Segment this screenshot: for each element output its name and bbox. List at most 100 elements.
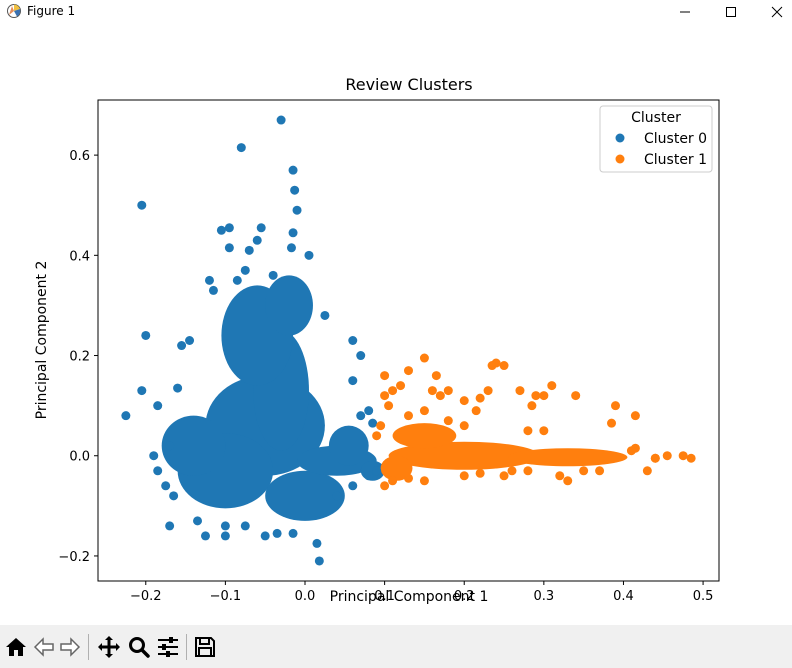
point-cluster-1-28 bbox=[459, 396, 469, 406]
point-cluster-1-42 bbox=[404, 473, 413, 483]
point-cluster-0-51 bbox=[348, 481, 358, 491]
point-cluster-1-7 bbox=[626, 446, 636, 456]
point-cluster-1-53 bbox=[419, 406, 429, 416]
point-cluster-1-9 bbox=[611, 401, 620, 411]
dense-point-regions bbox=[161, 275, 628, 521]
point-cluster-1-17 bbox=[547, 381, 557, 391]
x-tick-label: 0.0 bbox=[295, 589, 316, 604]
window-titlebar: Figure 1 bbox=[0, 0, 792, 24]
dense-region-5 bbox=[161, 415, 226, 476]
point-cluster-0-35 bbox=[356, 411, 366, 421]
home-button[interactable] bbox=[2, 633, 30, 661]
point-cluster-1-31 bbox=[427, 386, 437, 396]
save-button[interactable] bbox=[191, 633, 219, 661]
forward-icon bbox=[60, 637, 81, 657]
save-icon bbox=[195, 637, 215, 657]
dense-region-6 bbox=[265, 470, 345, 521]
point-cluster-0-24 bbox=[204, 275, 214, 285]
point-cluster-0-12 bbox=[252, 235, 262, 245]
minimize-button[interactable] bbox=[662, 0, 708, 24]
configure-subplots-icon bbox=[158, 637, 178, 657]
point-cluster-1-44 bbox=[459, 471, 469, 481]
maximize-icon bbox=[726, 7, 736, 17]
point-cluster-0-6 bbox=[288, 228, 298, 238]
point-cluster-0-15 bbox=[141, 330, 151, 340]
scatter-points bbox=[121, 115, 696, 566]
forward-button[interactable] bbox=[56, 633, 84, 661]
matplotlib-figure-icon bbox=[7, 4, 21, 18]
point-cluster-1-27 bbox=[471, 406, 481, 416]
point-cluster-1-40 bbox=[380, 481, 390, 491]
dense-region-10 bbox=[388, 441, 540, 470]
point-cluster-1-47 bbox=[507, 466, 517, 476]
pan-button[interactable] bbox=[95, 633, 123, 661]
point-cluster-0-42 bbox=[220, 531, 230, 541]
point-cluster-1-29 bbox=[443, 386, 453, 396]
back-icon bbox=[33, 637, 54, 657]
point-cluster-1-12 bbox=[563, 476, 573, 486]
point-cluster-0-7 bbox=[224, 223, 234, 233]
point-cluster-0-0 bbox=[276, 115, 286, 125]
x-tick-label: 0.5 bbox=[693, 589, 714, 604]
point-cluster-1-19 bbox=[527, 401, 537, 411]
legend-label-cluster-1: Cluster 1 bbox=[644, 152, 707, 168]
point-cluster-0-41 bbox=[200, 531, 210, 541]
legend-frame bbox=[599, 105, 713, 173]
point-cluster-0-50 bbox=[332, 491, 342, 501]
point-cluster-0-26 bbox=[232, 275, 242, 285]
scatter-chart: Review Clusters −0.2 −0.1 0.0 0.1 0.2 0.3 0.4 0… bbox=[34, 75, 720, 605]
point-cluster-1-43 bbox=[419, 476, 429, 486]
maximize-button[interactable] bbox=[708, 0, 754, 24]
point-cluster-1-46 bbox=[499, 471, 509, 481]
point-cluster-1-13 bbox=[555, 471, 565, 481]
window-title: Figure 1 bbox=[27, 4, 76, 18]
point-cluster-0-1 bbox=[236, 143, 246, 153]
point-cluster-1-14 bbox=[539, 426, 549, 436]
y-tick-label: −0.2 bbox=[58, 550, 90, 565]
point-cluster-0-28 bbox=[268, 270, 278, 280]
x-axis-ticks: −0.2 −0.1 0.0 0.1 0.2 0.3 0.4 0.5 bbox=[130, 581, 713, 604]
home-icon bbox=[6, 638, 26, 656]
point-cluster-0-10 bbox=[224, 243, 234, 253]
legend-marker-cluster-0 bbox=[615, 133, 625, 143]
point-cluster-1-34 bbox=[404, 366, 413, 376]
point-cluster-1-45 bbox=[475, 468, 485, 478]
close-button[interactable] bbox=[754, 0, 792, 24]
point-cluster-1-32 bbox=[431, 371, 441, 381]
point-cluster-0-13 bbox=[286, 243, 296, 253]
point-cluster-1-2 bbox=[662, 451, 672, 461]
point-cluster-0-23 bbox=[185, 336, 195, 345]
x-tick-label: −0.1 bbox=[210, 589, 242, 604]
y-axis-label: Principal Component 2 bbox=[34, 261, 50, 420]
point-cluster-1-21 bbox=[539, 391, 549, 401]
dense-region-12 bbox=[392, 423, 457, 449]
point-cluster-1-52 bbox=[404, 411, 413, 421]
point-cluster-1-22 bbox=[499, 361, 509, 371]
point-cluster-0-2 bbox=[137, 200, 147, 210]
legend-marker-cluster-1 bbox=[615, 154, 625, 164]
toolbar-separator bbox=[88, 634, 89, 660]
point-cluster-0-17 bbox=[137, 386, 147, 396]
point-cluster-1-33 bbox=[419, 353, 429, 363]
point-cluster-0-20 bbox=[165, 441, 175, 451]
zoom-button[interactable] bbox=[125, 633, 153, 661]
point-cluster-0-29 bbox=[320, 310, 330, 320]
point-cluster-1-5 bbox=[642, 466, 652, 476]
y-tick-label: 0.6 bbox=[69, 149, 90, 164]
point-cluster-0-8 bbox=[216, 225, 226, 235]
point-cluster-1-51 bbox=[380, 391, 390, 401]
back-button[interactable] bbox=[30, 633, 58, 661]
point-cluster-0-37 bbox=[161, 481, 171, 491]
chart-title: Review Clusters bbox=[345, 75, 472, 94]
dense-region-8 bbox=[328, 425, 369, 466]
configure-subplots-button[interactable] bbox=[154, 633, 182, 661]
point-cluster-0-48 bbox=[312, 538, 322, 548]
point-cluster-1-1 bbox=[678, 451, 688, 461]
x-tick-label: 0.1 bbox=[374, 589, 395, 604]
point-cluster-0-18 bbox=[149, 451, 159, 461]
y-axis-ticks: −0.2 0.0 0.2 0.4 0.6 bbox=[58, 149, 98, 565]
y-tick-label: 0.4 bbox=[69, 249, 90, 264]
dense-region-3 bbox=[265, 275, 313, 336]
point-cluster-1-25 bbox=[483, 386, 493, 396]
point-cluster-1-38 bbox=[376, 421, 386, 431]
